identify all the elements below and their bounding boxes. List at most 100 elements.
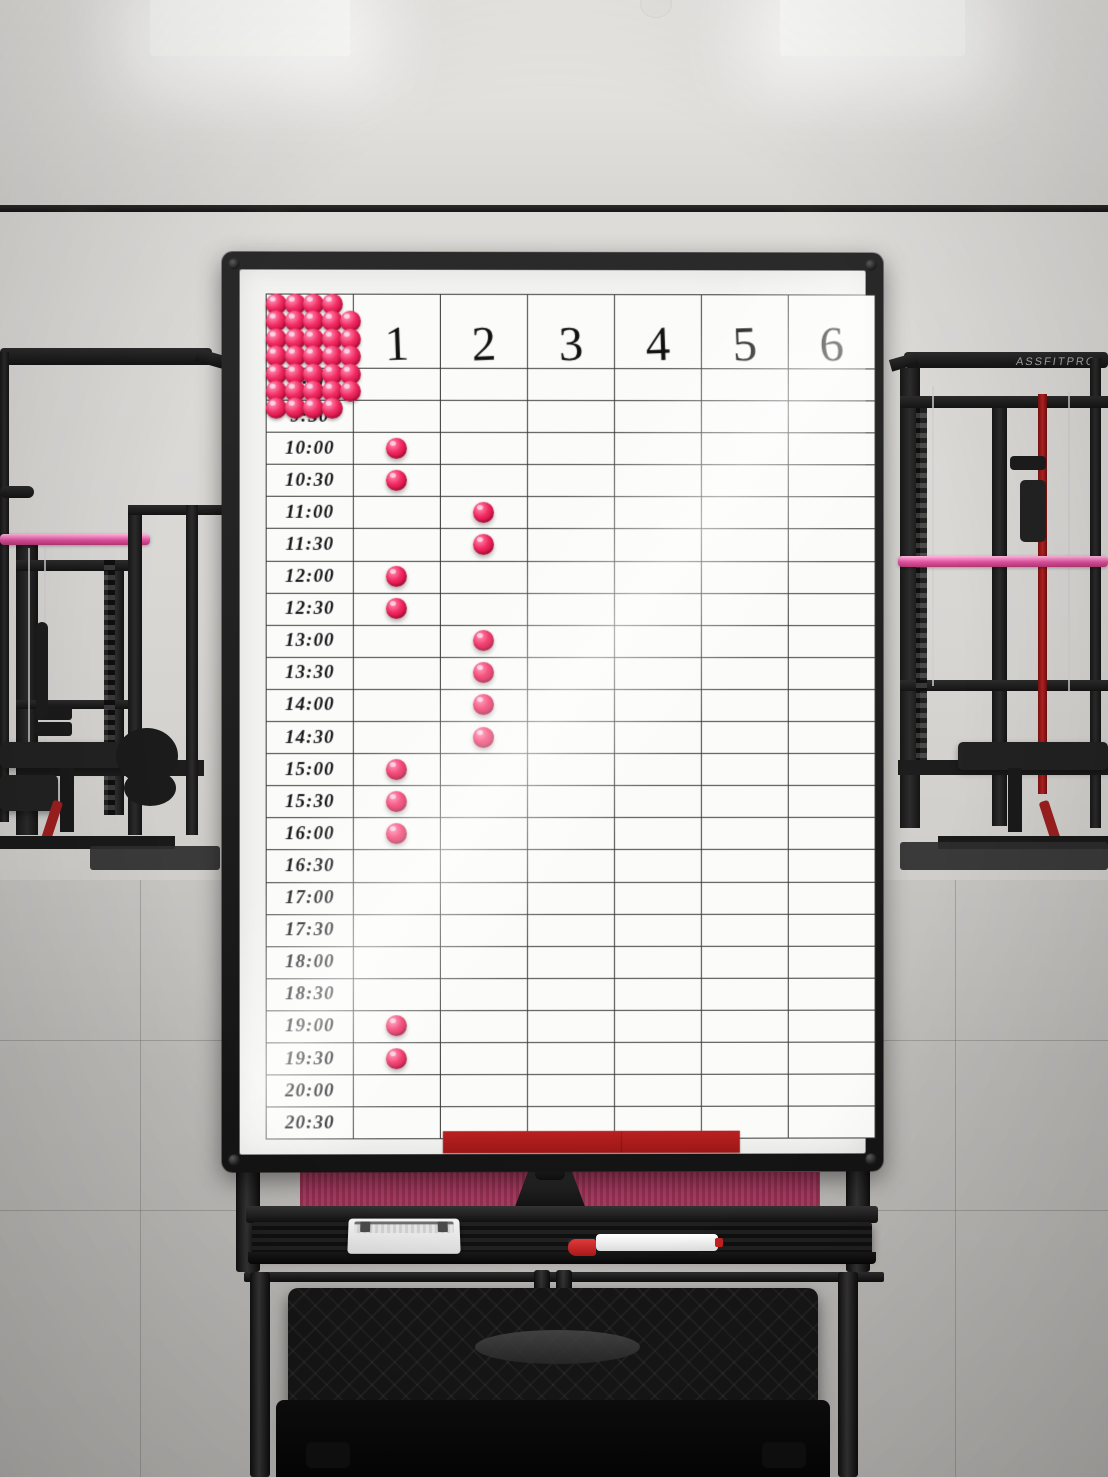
slot-cell[interactable] bbox=[353, 753, 441, 786]
slot-cell[interactable] bbox=[701, 368, 789, 401]
slot-cell[interactable] bbox=[701, 1042, 789, 1075]
slot-cell[interactable] bbox=[788, 561, 876, 594]
slot-cell[interactable] bbox=[527, 914, 615, 947]
slot-cell[interactable] bbox=[614, 657, 702, 690]
slot-cell[interactable] bbox=[527, 1010, 615, 1043]
slot-cell[interactable] bbox=[701, 913, 789, 947]
whiteboard[interactable]: 1 2 3 4 5 6 9:009:3010:0010:3011:0011:30… bbox=[221, 251, 884, 1173]
slot-cell[interactable] bbox=[788, 849, 876, 882]
slot-cell[interactable] bbox=[353, 689, 441, 722]
slot-cell[interactable] bbox=[440, 464, 528, 497]
slot-cell[interactable] bbox=[440, 625, 528, 658]
slot-cell[interactable] bbox=[353, 721, 441, 754]
slot-cell[interactable] bbox=[440, 496, 528, 529]
slot-cell[interactable] bbox=[353, 528, 441, 561]
slot-cell[interactable] bbox=[788, 1042, 876, 1075]
booking-magnet[interactable] bbox=[385, 469, 407, 491]
slot-cell[interactable] bbox=[701, 657, 789, 690]
booking-magnet[interactable] bbox=[385, 1047, 407, 1069]
slot-cell[interactable] bbox=[701, 785, 789, 818]
slot-cell[interactable] bbox=[614, 432, 702, 465]
slot-cell[interactable] bbox=[440, 368, 528, 401]
slot-cell[interactable] bbox=[788, 625, 876, 658]
slot-cell[interactable] bbox=[614, 625, 702, 658]
slot-cell[interactable] bbox=[701, 1010, 789, 1043]
slot-cell[interactable] bbox=[353, 593, 441, 626]
slot-cell[interactable] bbox=[788, 945, 876, 979]
slot-cell[interactable] bbox=[614, 496, 702, 530]
slot-cell[interactable] bbox=[440, 1042, 528, 1075]
slot-cell[interactable] bbox=[788, 400, 876, 434]
slot-cell[interactable] bbox=[440, 400, 528, 433]
slot-cell[interactable] bbox=[701, 849, 789, 882]
booking-magnet[interactable] bbox=[385, 598, 407, 620]
slot-cell[interactable] bbox=[614, 368, 702, 401]
schedule-grid[interactable]: 1 2 3 4 5 6 9:009:3010:0010:3011:0011:30… bbox=[266, 294, 876, 1151]
slot-cell[interactable] bbox=[353, 978, 441, 1011]
slot-cell[interactable] bbox=[614, 753, 702, 786]
slot-cell[interactable] bbox=[353, 1074, 441, 1107]
slot-cell[interactable] bbox=[701, 593, 789, 626]
slot-cell[interactable] bbox=[353, 432, 441, 465]
slot-cell[interactable] bbox=[440, 432, 528, 465]
slot-cell[interactable] bbox=[527, 721, 615, 754]
slot-cell[interactable] bbox=[701, 497, 789, 530]
red-magnetic-strip[interactable] bbox=[442, 1130, 740, 1154]
slot-cell[interactable] bbox=[353, 625, 441, 658]
slot-cell[interactable] bbox=[701, 721, 789, 754]
spare-magnet[interactable] bbox=[339, 380, 361, 402]
slot-cell[interactable] bbox=[701, 978, 789, 1011]
slot-cell[interactable] bbox=[353, 657, 441, 690]
slot-cell[interactable] bbox=[527, 496, 615, 530]
slot-cell[interactable] bbox=[353, 914, 441, 947]
slot-cell[interactable] bbox=[788, 689, 876, 722]
slot-cell[interactable] bbox=[701, 881, 789, 914]
slot-cell[interactable] bbox=[788, 529, 876, 562]
spare-magnet[interactable] bbox=[321, 398, 343, 420]
slot-cell[interactable] bbox=[701, 464, 789, 498]
slot-cell[interactable] bbox=[701, 561, 789, 594]
booking-magnet[interactable] bbox=[472, 662, 494, 684]
slot-cell[interactable] bbox=[788, 368, 876, 402]
booking-magnet[interactable] bbox=[472, 533, 494, 555]
slot-cell[interactable] bbox=[788, 785, 876, 818]
whiteboard-surface[interactable]: 1 2 3 4 5 6 9:009:3010:0010:3011:0011:30… bbox=[239, 269, 876, 1155]
slot-cell[interactable] bbox=[527, 593, 615, 626]
slot-cell[interactable] bbox=[527, 785, 615, 818]
slot-cell[interactable] bbox=[614, 1042, 702, 1075]
slot-cell[interactable] bbox=[614, 689, 702, 722]
booking-magnet[interactable] bbox=[472, 694, 494, 716]
slot-cell[interactable] bbox=[353, 496, 441, 529]
white-marker[interactable] bbox=[596, 1234, 723, 1251]
slot-cell[interactable] bbox=[527, 978, 615, 1011]
booking-magnet[interactable] bbox=[385, 758, 407, 780]
slot-cell[interactable] bbox=[527, 368, 615, 401]
slot-cell[interactable] bbox=[527, 689, 615, 722]
whiteboard-eraser[interactable] bbox=[347, 1218, 461, 1254]
slot-cell[interactable] bbox=[788, 497, 876, 530]
slot-cell[interactable] bbox=[527, 946, 615, 979]
slot-cell[interactable] bbox=[353, 882, 441, 915]
slot-cell[interactable] bbox=[701, 529, 789, 562]
slot-cell[interactable] bbox=[701, 753, 789, 786]
slot-cell[interactable] bbox=[440, 593, 528, 626]
slot-cell[interactable] bbox=[527, 528, 615, 562]
booking-magnet[interactable] bbox=[385, 566, 407, 588]
slot-cell[interactable] bbox=[614, 978, 702, 1011]
slot-cell[interactable] bbox=[440, 882, 528, 915]
slot-cell[interactable] bbox=[614, 817, 702, 850]
booking-magnet[interactable] bbox=[472, 501, 494, 523]
booking-magnet[interactable] bbox=[385, 822, 407, 844]
slot-cell[interactable] bbox=[788, 432, 876, 466]
slot-cell[interactable] bbox=[788, 753, 876, 786]
slot-cell[interactable] bbox=[440, 785, 528, 818]
slot-cell[interactable] bbox=[440, 753, 528, 786]
marker-tray[interactable] bbox=[252, 1222, 872, 1256]
slot-cell[interactable] bbox=[614, 529, 702, 562]
slot-cell[interactable] bbox=[440, 946, 528, 979]
slot-cell[interactable] bbox=[614, 785, 702, 818]
slot-cell[interactable] bbox=[614, 464, 702, 498]
slot-cell[interactable] bbox=[353, 785, 441, 818]
slot-cell[interactable] bbox=[527, 881, 615, 915]
slot-cell[interactable] bbox=[788, 1106, 876, 1139]
